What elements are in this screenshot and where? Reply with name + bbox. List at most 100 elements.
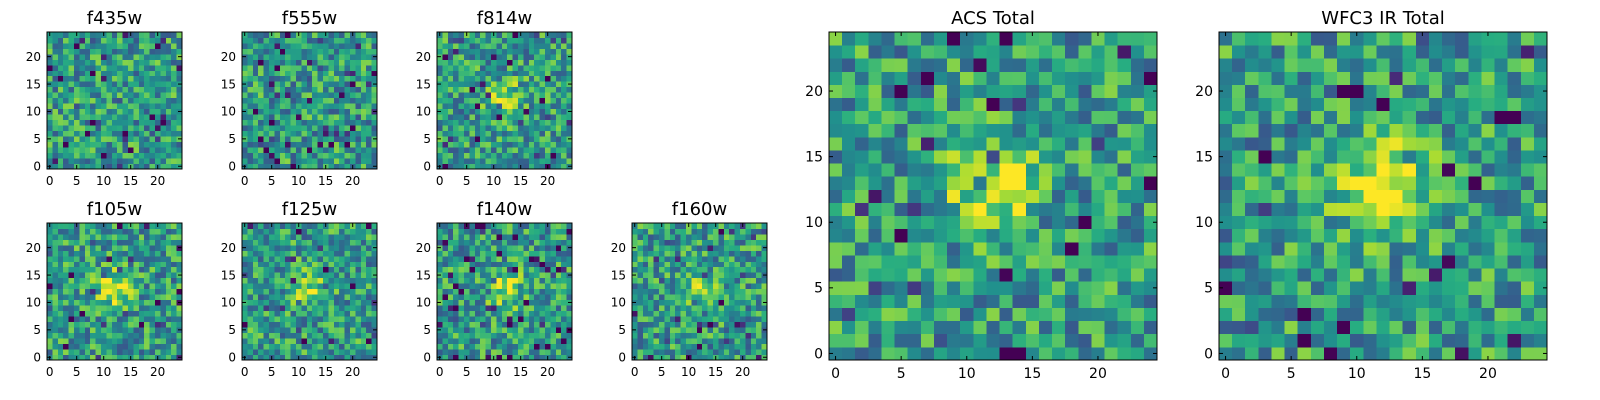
heatmap-cell xyxy=(149,125,156,132)
heatmap-cell xyxy=(545,86,551,93)
y-tick-label: 0 xyxy=(423,159,431,173)
heatmap-cell xyxy=(344,338,351,344)
heatmap-cell xyxy=(550,119,557,126)
heatmap-cell xyxy=(252,343,259,350)
heatmap-cell xyxy=(339,223,345,229)
heatmap-cell xyxy=(285,316,291,323)
heatmap-cell xyxy=(718,233,725,240)
heatmap-cell xyxy=(95,223,102,229)
heatmap-cell xyxy=(155,272,161,279)
heatmap-cell xyxy=(165,152,172,159)
heatmap-cell xyxy=(464,119,470,126)
heatmap-cell xyxy=(723,266,730,273)
heatmap-cell xyxy=(306,163,313,170)
heatmap-cell xyxy=(317,48,324,55)
heatmap-cell xyxy=(366,97,372,104)
heatmap-cell xyxy=(669,338,676,344)
heatmap-cell xyxy=(79,59,86,66)
heatmap-cell xyxy=(122,37,129,44)
heatmap-cell xyxy=(242,92,248,99)
heatmap-cell xyxy=(79,108,86,115)
heatmap-cell xyxy=(1091,294,1105,308)
heatmap-cell xyxy=(128,250,134,257)
heatmap-cell xyxy=(333,163,340,170)
heatmap-cell xyxy=(555,343,562,350)
heatmap-cell xyxy=(507,316,513,323)
heatmap-cell xyxy=(47,321,53,328)
heatmap-cell xyxy=(550,327,557,333)
heatmap-cell xyxy=(317,255,324,262)
heatmap-cell xyxy=(269,266,275,273)
heatmap-cell xyxy=(128,266,134,273)
heatmap-cell xyxy=(761,283,768,290)
heatmap-cell xyxy=(106,108,113,115)
heatmap-cell xyxy=(176,250,183,257)
heatmap-cell xyxy=(653,233,660,240)
heatmap-cell xyxy=(122,321,129,328)
heatmap-cell xyxy=(501,338,508,344)
heatmap-cell xyxy=(79,158,86,164)
heatmap-cell xyxy=(686,277,692,284)
heatmap-cell xyxy=(480,349,486,355)
heatmap-cell xyxy=(247,305,254,312)
heatmap-cell xyxy=(160,86,167,93)
heatmap-cell xyxy=(106,97,113,104)
heatmap-cell xyxy=(729,261,735,268)
heatmap-cell xyxy=(317,327,324,333)
heatmap-cell xyxy=(47,114,53,121)
heatmap-cell xyxy=(344,59,351,66)
heatmap-cell xyxy=(290,64,297,71)
heatmap-cell xyxy=(729,239,735,246)
heatmap-cell xyxy=(296,158,302,164)
heatmap-cell xyxy=(437,343,443,350)
heatmap-cell xyxy=(550,354,557,361)
heatmap-cell xyxy=(160,152,167,159)
heatmap-cell xyxy=(252,141,259,148)
heatmap-cell xyxy=(312,108,318,115)
heatmap-cell xyxy=(545,81,551,88)
heatmap-cell xyxy=(550,42,557,49)
heatmap-cell xyxy=(1143,228,1158,243)
heatmap-cell xyxy=(507,108,513,115)
heatmap-cell xyxy=(63,338,69,344)
heatmap-cell xyxy=(106,327,113,333)
heatmap-cell xyxy=(328,59,335,66)
heatmap-cell xyxy=(312,53,318,60)
heatmap-cell xyxy=(149,294,156,301)
x-tick-label: 15 xyxy=(123,365,138,379)
heatmap-cell xyxy=(366,266,372,273)
heatmap-cell xyxy=(756,338,762,344)
heatmap-cell xyxy=(512,316,519,323)
heatmap-cell xyxy=(707,272,714,279)
heatmap-cell xyxy=(344,239,351,246)
heatmap-cell xyxy=(453,228,459,235)
heatmap-cell xyxy=(566,125,573,132)
heatmap-cell xyxy=(350,332,356,339)
heatmap-cell xyxy=(138,64,145,71)
heatmap-cell xyxy=(453,130,459,137)
heatmap-cell xyxy=(555,103,562,110)
heatmap-cell xyxy=(491,141,497,148)
heatmap-cell xyxy=(691,349,698,355)
heatmap-cell xyxy=(333,136,340,142)
heatmap-cell xyxy=(458,136,465,142)
heatmap-cell xyxy=(545,103,551,110)
heatmap-cell xyxy=(47,277,53,284)
heatmap-cell xyxy=(111,228,118,235)
heatmap-cell xyxy=(691,223,698,229)
heatmap-cell xyxy=(68,299,75,306)
heatmap-cell xyxy=(160,37,167,44)
heatmap-cell xyxy=(1104,268,1119,282)
heatmap-cell xyxy=(68,152,75,159)
heatmap-cell xyxy=(550,130,557,137)
heatmap-cell xyxy=(1038,333,1053,348)
heatmap-cell xyxy=(269,64,275,71)
heatmap-cell xyxy=(74,158,80,164)
heatmap-cell xyxy=(566,147,573,153)
heatmap-cell xyxy=(274,147,281,153)
heatmap-cell xyxy=(447,272,454,279)
heatmap-cell xyxy=(740,299,746,306)
heatmap-cell xyxy=(128,310,134,317)
heatmap-cell xyxy=(750,272,757,279)
heatmap-cell xyxy=(664,261,671,268)
